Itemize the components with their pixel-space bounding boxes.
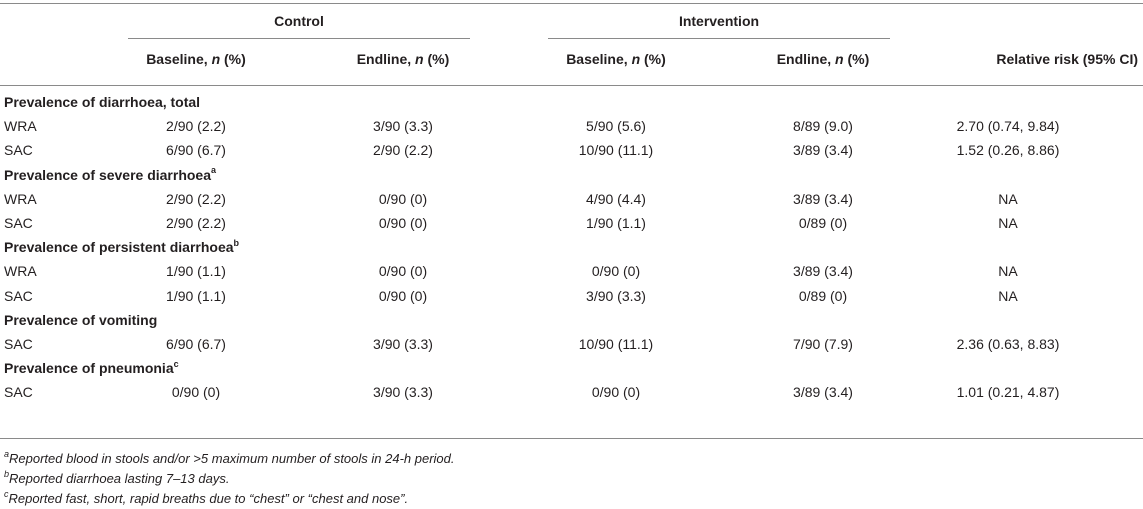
control-underline — [128, 38, 470, 39]
section-title: Prevalence of diarrhoea, total — [4, 94, 201, 110]
row-label: SAC — [4, 142, 33, 159]
cell-relative-risk: NA — [998, 263, 1018, 280]
col-header-intervention-endline: Endline, n (%) — [776, 51, 870, 67]
cell-control-baseline: 2/90 (2.2) — [166, 118, 226, 135]
section-title: Prevalence of pneumoniac — [4, 358, 179, 377]
col-header-control-baseline: Baseline, n (%) — [146, 51, 246, 67]
col-header-intervention-baseline: Baseline, n (%) — [566, 51, 666, 67]
cell-intervention-endline: 0/89 (0) — [798, 287, 848, 304]
cell-intervention-baseline: 10/90 (11.1) — [578, 142, 654, 159]
footnote: bReported diarrhoea lasting 7–13 days. — [4, 468, 230, 486]
group-header-control: Control — [274, 13, 324, 29]
cell-control-endline: 3/90 (3.3) — [373, 384, 433, 401]
col-header-relative-risk: Relative risk (95% CI) — [996, 51, 1138, 67]
cell-relative-risk: 2.36 (0.63, 8.83) — [956, 336, 1060, 352]
cell-intervention-baseline: 5/90 (5.6) — [586, 118, 646, 135]
row-label: SAC — [4, 384, 33, 401]
top-rule — [0, 3, 1143, 4]
row-label: WRA — [4, 118, 37, 135]
cell-control-baseline: 2/90 (2.2) — [166, 215, 226, 231]
cell-control-endline: 0/90 (0) — [378, 190, 428, 207]
cell-relative-risk: NA — [998, 287, 1018, 304]
cell-intervention-endline: 3/89 (3.4) — [793, 263, 853, 280]
cell-intervention-endline: 3/89 (3.4) — [793, 142, 853, 159]
row-label: SAC — [4, 336, 33, 352]
cell-control-baseline: 6/90 (6.7) — [166, 336, 226, 352]
cell-intervention-endline: 0/89 (0) — [798, 215, 848, 231]
row-label: SAC — [4, 287, 33, 304]
cell-intervention-baseline: 10/90 (11.1) — [578, 336, 654, 352]
cell-control-endline: 3/90 (3.3) — [373, 118, 433, 135]
header-bottom-rule — [0, 85, 1143, 86]
cell-intervention-baseline: 4/90 (4.4) — [586, 190, 646, 207]
cell-intervention-endline: 3/89 (3.4) — [793, 384, 853, 401]
group-header-intervention: Intervention — [678, 13, 760, 29]
cell-control-endline: 0/90 (0) — [378, 287, 428, 304]
table-bottom-rule — [0, 438, 1143, 439]
cell-relative-risk: 2.70 (0.74, 9.84) — [956, 118, 1060, 135]
cell-intervention-endline: 3/89 (3.4) — [793, 190, 853, 207]
cell-relative-risk: 1.52 (0.26, 8.86) — [956, 142, 1060, 159]
cell-relative-risk: 1.01 (0.21, 4.87) — [956, 384, 1060, 401]
row-label: WRA — [4, 263, 37, 280]
cell-intervention-baseline: 0/90 (0) — [591, 263, 641, 280]
footnote-marker: b — [233, 237, 240, 248]
footnote-marker: c — [173, 358, 179, 369]
row-label: WRA — [4, 190, 37, 207]
footnote: aReported blood in stools and/or >5 maxi… — [4, 448, 455, 466]
cell-intervention-endline: 8/89 (9.0) — [793, 118, 853, 135]
section-title: Prevalence of persistent diarrhoeab — [4, 237, 240, 256]
footnote-marker: a — [211, 164, 217, 175]
cell-control-baseline: 2/90 (2.2) — [166, 190, 226, 207]
cell-control-endline: 2/90 (2.2) — [373, 142, 433, 159]
footnote: cReported fast, short, rapid breaths due… — [4, 488, 409, 506]
cell-intervention-baseline: 3/90 (3.3) — [586, 287, 646, 304]
cell-control-baseline: 1/90 (1.1) — [166, 263, 226, 280]
cell-intervention-baseline: 1/90 (1.1) — [586, 215, 646, 231]
cell-intervention-endline: 7/90 (7.9) — [793, 336, 853, 352]
cell-control-endline: 0/90 (0) — [378, 263, 428, 280]
cell-control-endline: 3/90 (3.3) — [373, 336, 433, 352]
cell-relative-risk: NA — [998, 215, 1018, 231]
section-title: Prevalence of vomiting — [4, 311, 158, 328]
col-header-control-endline: Endline, n (%) — [356, 51, 450, 67]
section-title: Prevalence of severe diarrhoeaa — [4, 164, 217, 183]
cell-relative-risk: NA — [998, 190, 1018, 207]
cell-control-baseline: 1/90 (1.1) — [166, 287, 226, 304]
cell-control-endline: 0/90 (0) — [378, 215, 428, 231]
cell-intervention-baseline: 0/90 (0) — [591, 384, 641, 401]
cell-control-baseline: 6/90 (6.7) — [166, 142, 226, 159]
intervention-underline — [548, 38, 890, 39]
cell-control-baseline: 0/90 (0) — [171, 384, 221, 401]
row-label: SAC — [4, 215, 33, 231]
